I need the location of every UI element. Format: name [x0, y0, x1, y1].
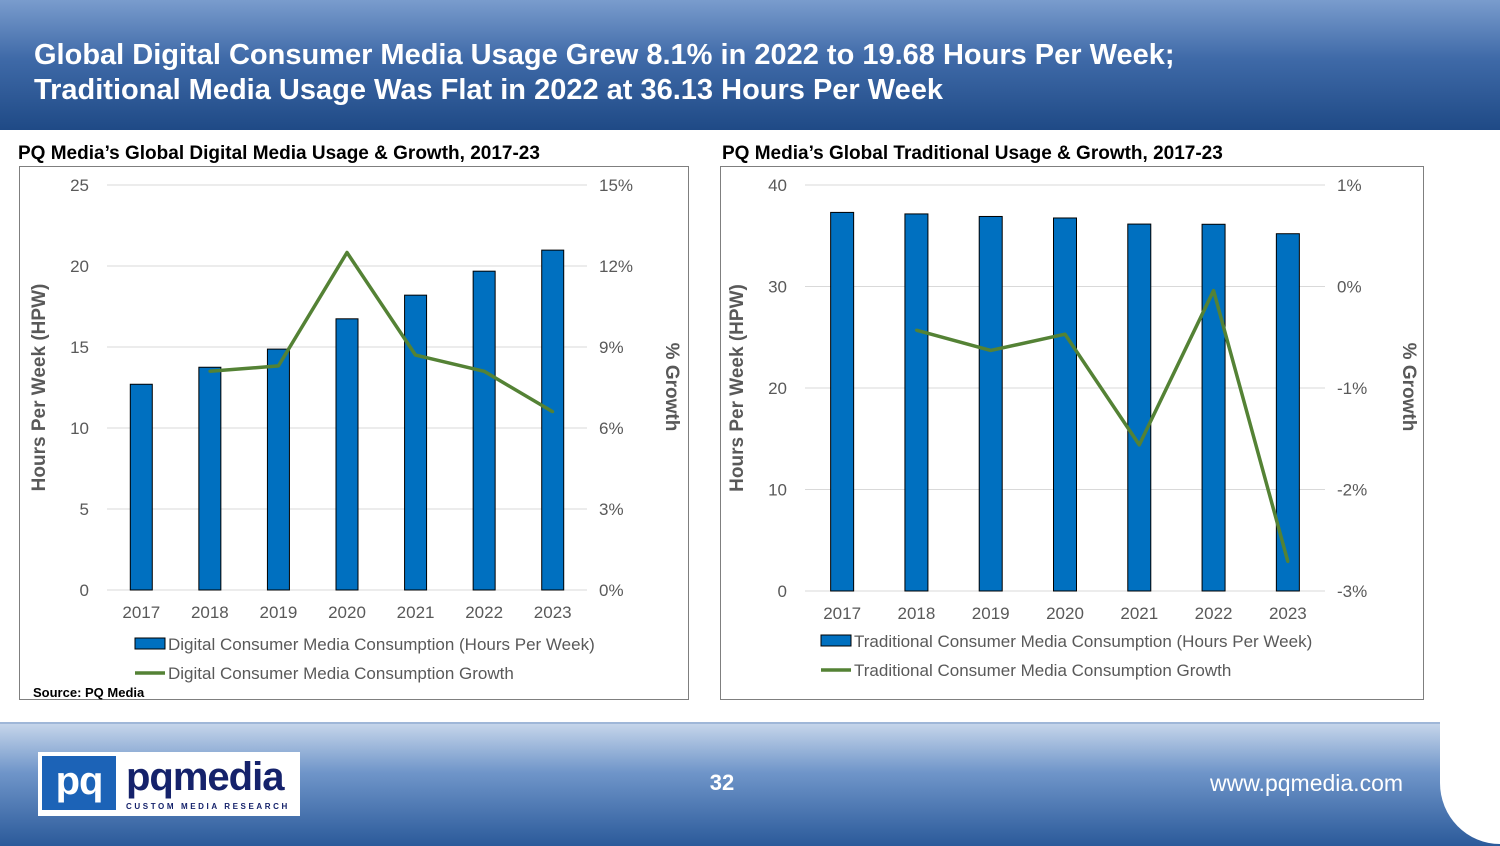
x-tick-label: 2017 [122, 603, 160, 622]
y2-tick-label: 0% [1337, 278, 1362, 297]
source-note: Source: PQ Media [33, 685, 145, 700]
bar [198, 366, 222, 591]
y2-tick-label: 12% [599, 257, 633, 276]
y-tick-label: 25 [70, 176, 89, 195]
y-tick-label: 10 [70, 419, 89, 438]
y2-tick-label: 9% [599, 338, 624, 357]
digital-usage-chart: 0 5 10 15 20 25 0% 3% 6% 9% 12% 15% 2017 2018 2019 2020… [19, 166, 689, 700]
x-tick-label: 2022 [1195, 604, 1233, 623]
bar [129, 383, 153, 591]
digital-chart-title: PQ Media’s Global Digital Media Usage & … [18, 143, 540, 164]
x-tick-label: 2022 [465, 603, 503, 622]
y-tick-label: 20 [70, 257, 89, 276]
y2-tick-label: 1% [1337, 176, 1362, 195]
logo-tagline: CUSTOM MEDIA RESEARCH [126, 802, 290, 811]
legend-label-line: Traditional Consumer Media Consumption G… [854, 661, 1231, 680]
growth-point [1063, 332, 1067, 336]
x-tick-label: 2019 [260, 603, 298, 622]
bar [541, 249, 565, 591]
y2-tick-label: -1% [1337, 379, 1367, 398]
traditional-chart-title: PQ Media’s Global Traditional Usage & Gr… [722, 143, 1223, 164]
y-tick-label: 5 [80, 500, 89, 519]
bar [472, 270, 496, 591]
page-title-line-2: Traditional Media Usage Was Flat in 2022… [34, 74, 944, 106]
growth-point [914, 328, 918, 332]
y-tick-label: 15 [70, 338, 89, 357]
growth-point [1212, 289, 1216, 293]
y2-tick-label: 0% [599, 581, 624, 600]
y2-tick-label: -3% [1337, 582, 1367, 601]
y-tick-label: 0 [80, 581, 89, 600]
y2-tick-label: 3% [599, 500, 624, 519]
x-tick-label: 2018 [191, 603, 229, 622]
x-tick-label: 2021 [1120, 604, 1158, 623]
growth-point [551, 410, 555, 414]
bar [1127, 223, 1152, 592]
x-tick-label: 2023 [1269, 604, 1307, 623]
page-number: 32 [709, 770, 735, 795]
y-tick-label: 10 [768, 481, 787, 500]
bar [335, 318, 359, 591]
chart-svg: 0 10 20 30 40 -3% -2% -1% 0% 1% 2017 2018 2019 2020 20… [727, 176, 1419, 680]
x-tick-label: 2020 [1046, 604, 1084, 623]
legend-bar-swatch [820, 634, 852, 647]
legend-label-line: Digital Consumer Media Consumption Growt… [168, 664, 514, 683]
x-tick-label: 2021 [397, 603, 435, 622]
x-tick-label: 2020 [328, 603, 366, 622]
y-tick-label: 30 [768, 278, 787, 297]
bar [266, 348, 290, 591]
y-tick-label: 40 [768, 176, 787, 195]
header-banner: Global Digital Consumer Media Usage Grew… [0, 0, 1500, 130]
y-tick-label: 20 [768, 379, 787, 398]
chart-svg: 0 5 10 15 20 25 0% 3% 6% 9% 12% 15% 2017 2018 2019 2020… [29, 176, 682, 683]
logo-mark: pq [42, 756, 116, 810]
bar [830, 211, 855, 592]
growth-point [1137, 443, 1141, 447]
growth-point [345, 251, 349, 254]
y2-axis-title: % Growth [1398, 343, 1419, 432]
bar [978, 215, 1003, 592]
bar [1053, 217, 1077, 592]
growth-point [989, 348, 993, 352]
page-title-line-1: Global Digital Consumer Media Usage Grew… [34, 39, 1175, 71]
growth-point [276, 364, 280, 368]
y2-axis-title: % Growth [661, 343, 682, 432]
growth-line [209, 250, 554, 414]
growth-point [208, 369, 212, 373]
legend-label-bars: Traditional Consumer Media Consumption (… [854, 632, 1312, 651]
growth-point [1286, 560, 1290, 564]
legend-bar-swatch [134, 637, 166, 650]
legend-label-bars: Digital Consumer Media Consumption (Hour… [168, 635, 595, 654]
y2-tick-label: 15% [599, 176, 633, 195]
bar [1275, 233, 1300, 592]
y-axis-title: Hours Per Week (HPW) [727, 284, 748, 492]
y-tick-label: 0 [778, 582, 787, 601]
y2-tick-label: -2% [1337, 481, 1367, 500]
traditional-usage-chart: 0 10 20 30 40 -3% -2% -1% 0% 1% 2017 2018 2019 2020 20… [720, 166, 1424, 700]
x-tick-label: 2019 [972, 604, 1010, 623]
pqmedia-logo[interactable]: pq pqmedia CUSTOM MEDIA RESEARCH [38, 752, 300, 816]
growth-point [414, 353, 418, 357]
y2-tick-label: 6% [599, 419, 624, 438]
website-link[interactable]: www.pqmedia.com [1210, 770, 1404, 796]
x-tick-label: 2017 [823, 604, 861, 623]
y-axis-title: Hours Per Week (HPW) [29, 284, 50, 492]
x-tick-label: 2018 [898, 604, 936, 623]
bar [404, 294, 428, 591]
logo-name: pqmedia [126, 755, 284, 799]
bar [904, 213, 929, 592]
x-tick-label: 2023 [534, 603, 572, 622]
growth-point [482, 369, 486, 373]
page-title: Global Digital Consumer Media Usage Grew… [34, 38, 1474, 108]
growth-line [915, 288, 1290, 563]
bar [1201, 223, 1226, 592]
